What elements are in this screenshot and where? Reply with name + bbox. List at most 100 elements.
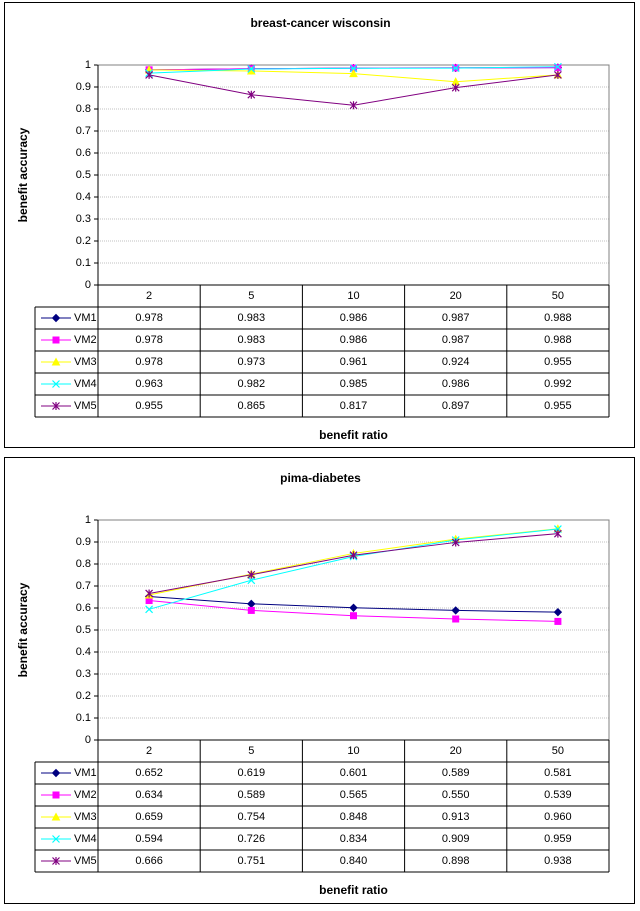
legend-key-vm2 <box>41 791 71 799</box>
chart-title: pima-diabetes <box>280 471 361 485</box>
y-tick-label: 0.8 <box>76 103 91 115</box>
data-table-cell: 0.983 <box>238 334 266 346</box>
chart-svg-pima-diabetes: pima-diabetes benefit accuracy 0 0.1 0.2 0.3 0… <box>16 471 610 897</box>
legend-label: VM4 <box>74 378 97 390</box>
y-tick-label: 0.2 <box>76 690 91 702</box>
legend-label: VM1 <box>74 312 97 324</box>
y-tick-label: 0.7 <box>76 580 91 592</box>
x-category-label: 10 <box>347 745 359 757</box>
legend-key-vm3 <box>41 812 71 821</box>
data-table-cell: 0.909 <box>442 833 470 845</box>
legend-key-marker <box>51 313 61 323</box>
legend-key-vm1 <box>41 768 71 778</box>
legend-key-marker <box>51 812 61 821</box>
y-tick-label: 0.8 <box>76 558 91 570</box>
data-table <box>34 739 610 873</box>
legend-key-vm3 <box>41 357 71 366</box>
x-category-label: 50 <box>552 290 564 302</box>
data-table-cell: 0.840 <box>340 855 368 867</box>
x-category-label: 2 <box>146 290 152 302</box>
chart-panel-pima-diabetes: pima-diabetes benefit accuracy 0 0.1 0.2 0.3 0… <box>4 457 635 904</box>
data-point <box>553 70 562 79</box>
chart-svg-breast-cancer: breast-cancer wisconsin benefit accuracy 0… <box>16 16 610 442</box>
data-point <box>247 599 256 609</box>
data-point <box>349 603 358 612</box>
data-point <box>451 538 460 547</box>
data-table-cell: 0.589 <box>238 789 266 801</box>
data-table-cell: 0.834 <box>340 833 368 845</box>
y-tick-label: 0.4 <box>76 646 91 658</box>
legend-key-marker <box>51 357 61 366</box>
y-tick-label: 0.3 <box>76 668 91 680</box>
data-point <box>349 64 358 73</box>
legend-label: VM3 <box>74 356 97 368</box>
y-tick-label: 0.2 <box>76 235 91 247</box>
data-table-cell: 0.959 <box>544 833 572 845</box>
y-tick-label: 0.6 <box>76 147 91 159</box>
data-point <box>350 612 357 620</box>
data-point <box>554 64 562 72</box>
data-point <box>553 529 562 538</box>
data-point <box>451 64 460 73</box>
data-point <box>247 90 256 99</box>
data-table-cell: 0.619 <box>238 767 266 779</box>
data-table-cell: 0.865 <box>238 400 266 412</box>
data-table <box>34 284 610 418</box>
data-table-cell: 0.992 <box>544 378 572 390</box>
data-table-cell: 0.550 <box>442 789 470 801</box>
data-table-cell: 0.539 <box>544 789 572 801</box>
legend-label: VM2 <box>74 789 97 801</box>
x-category-label: 20 <box>450 745 462 757</box>
y-tick-label: 1 <box>85 59 91 71</box>
x-category-label: 20 <box>450 290 462 302</box>
data-point <box>553 62 562 71</box>
x-axis-label: benefit ratio <box>319 883 388 897</box>
data-point <box>247 606 255 614</box>
legend-key-vm2 <box>41 336 71 344</box>
data-table-cell: 0.581 <box>544 767 572 779</box>
data-point <box>247 570 256 579</box>
data-table-cell: 0.982 <box>238 378 266 390</box>
data-table-cell: 0.589 <box>442 767 470 779</box>
legend-key-marker <box>52 336 60 344</box>
data-table-cell: 0.924 <box>442 356 470 368</box>
legend-label: VM5 <box>74 400 97 412</box>
data-point <box>452 615 460 623</box>
data-table-cell: 0.726 <box>238 833 266 845</box>
y-axis-label: benefit accuracy <box>16 127 30 222</box>
chart-panel-breast-cancer: breast-cancer wisconsin benefit accuracy 0… <box>4 2 635 448</box>
legend-label: VM4 <box>74 833 97 845</box>
data-table-cell: 0.986 <box>340 334 368 346</box>
legend-key-vm1 <box>41 313 71 323</box>
y-tick-label: 0 <box>85 279 91 291</box>
x-category-label: 50 <box>552 745 564 757</box>
series-vm5 <box>145 529 562 598</box>
data-point <box>451 606 460 615</box>
data-point <box>349 101 358 110</box>
y-axis-label: benefit accuracy <box>16 582 30 677</box>
data-table-cell: 0.978 <box>135 312 163 324</box>
data-table-cell: 0.601 <box>340 767 368 779</box>
y-tick-label: 1 <box>85 514 91 526</box>
data-table-cell: 0.973 <box>238 356 266 368</box>
x-category-label: 5 <box>248 745 254 757</box>
legend-key-vm4 <box>41 380 71 388</box>
data-point <box>554 617 562 625</box>
legend-label: VM5 <box>74 855 97 867</box>
data-table-cell: 0.898 <box>442 855 470 867</box>
data-table-cell: 0.961 <box>340 356 368 368</box>
legend-key-vm4 <box>41 835 71 843</box>
gridlines <box>98 64 609 264</box>
legend-label: VM2 <box>74 334 97 346</box>
x-axis-label: benefit ratio <box>319 428 388 442</box>
data-table-cell: 0.988 <box>544 334 572 346</box>
legend-label: VM1 <box>74 767 97 779</box>
data-table-cell: 0.634 <box>135 789 163 801</box>
data-table-cell: 0.751 <box>238 855 266 867</box>
data-point <box>553 607 563 617</box>
data-table-cell: 0.955 <box>544 400 572 412</box>
data-table-cell: 0.817 <box>340 400 368 412</box>
y-tick-label: 0.7 <box>76 125 91 137</box>
data-point <box>349 69 358 78</box>
x-category-label: 2 <box>146 745 152 757</box>
